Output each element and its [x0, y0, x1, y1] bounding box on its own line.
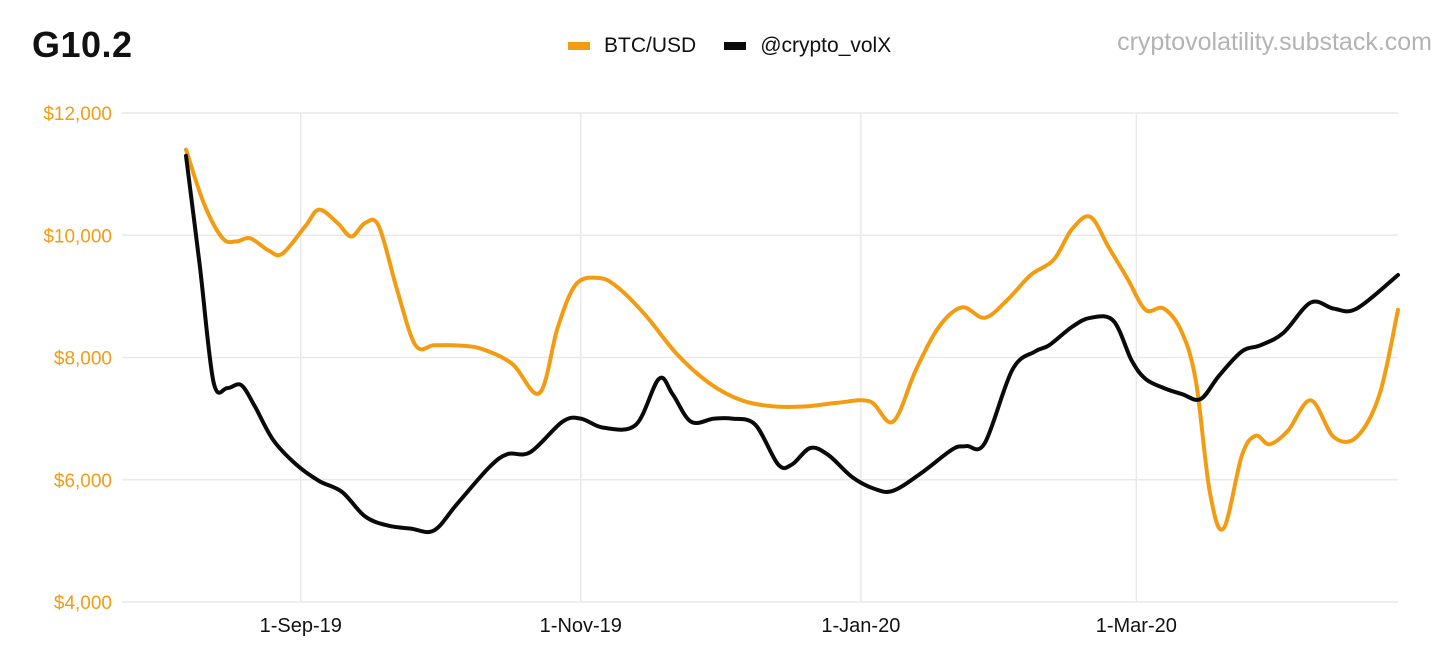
- legend-label-volx: @crypto_volX: [760, 34, 892, 57]
- y-tick-label: $10,000: [43, 226, 112, 247]
- x-axis-ticks: 1-Sep-19 1-Nov-19 1-Jan-20 1-Mar-20: [260, 615, 1177, 637]
- y-axis-ticks: $4,000 $6,000 $8,000 $10,000 $12,000: [43, 104, 112, 614]
- legend-swatch-btc: [568, 42, 590, 50]
- x-tick-label: 1-Nov-19: [540, 615, 622, 637]
- legend-item-btc: BTC/USD: [568, 34, 696, 58]
- y-tick-label: $8,000: [54, 349, 112, 370]
- series-lines: [184, 147, 1400, 535]
- series-line-crypto-volx: [184, 153, 1400, 535]
- y-tick-label: $6,000: [54, 471, 112, 492]
- y-tick-label: $4,000: [54, 593, 112, 614]
- grid: [122, 112, 1398, 603]
- x-tick-label: 1-Jan-20: [821, 615, 900, 637]
- series-line-btc-usd: [184, 147, 1400, 532]
- watermark: cryptovolatility.substack.com: [1117, 28, 1432, 56]
- x-tick-label: 1-Sep-19: [260, 615, 342, 637]
- legend-item-volx: @crypto_volX: [724, 34, 891, 58]
- x-tick-label: 1-Mar-20: [1096, 615, 1177, 637]
- y-tick-label: $12,000: [43, 104, 112, 125]
- legend-label-btc: BTC/USD: [604, 34, 697, 57]
- legend: BTC/USD @crypto_volX: [568, 34, 919, 58]
- chart-title: G10.2: [32, 24, 133, 65]
- legend-swatch-volx: [724, 42, 747, 50]
